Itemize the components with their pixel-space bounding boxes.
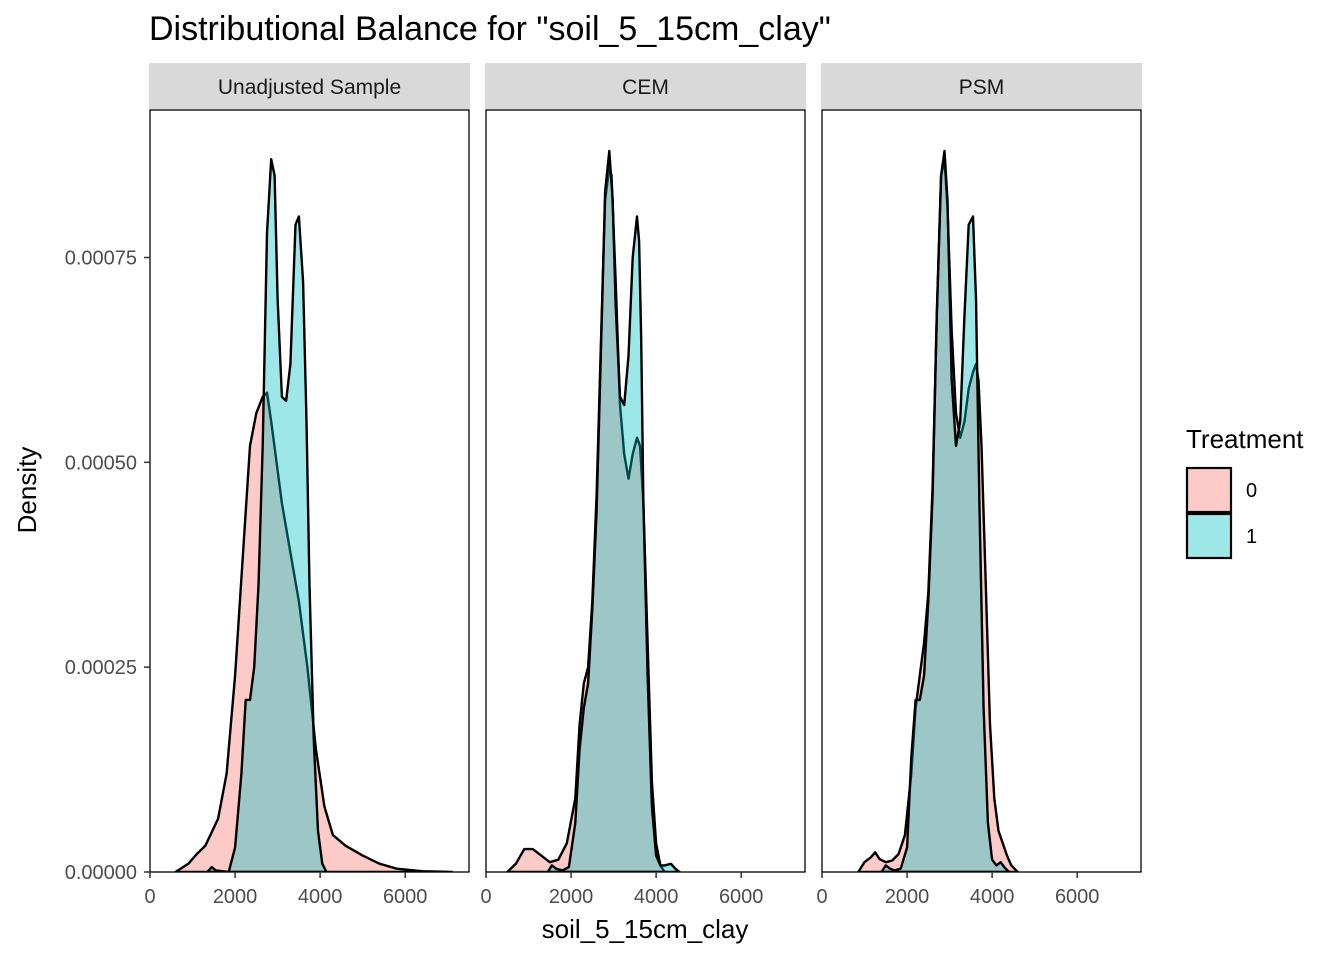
strip-background — [149, 63, 470, 109]
panel-border — [485, 109, 806, 873]
strip-background — [821, 63, 1142, 109]
x-tick-label: 6000 — [383, 886, 428, 908]
strip-label: PSM — [959, 76, 1005, 99]
panel-border — [149, 109, 470, 873]
x-tick-label: 2000 — [549, 886, 594, 908]
x-tick-label: 6000 — [719, 886, 764, 908]
legend-label-0: 0 — [1246, 480, 1257, 502]
y-axis-title: Density — [12, 447, 42, 534]
legend-title: Treatment — [1186, 424, 1304, 454]
x-tick-label: 6000 — [1055, 886, 1100, 908]
x-axis-title: soil_5_15cm_clay — [542, 914, 749, 944]
legend-key-1 — [1185, 512, 1233, 560]
x-tick-label: 4000 — [634, 886, 679, 908]
density-area-treatment-1 — [206, 158, 328, 872]
density-areas — [857, 149, 1019, 872]
y-tick-label: 0.00050 — [65, 452, 137, 474]
x-tick-label: 2000 — [885, 886, 930, 908]
density-areas — [506, 149, 681, 872]
x-tick-label: 4000 — [970, 886, 1015, 908]
x-tick-label: 0 — [144, 886, 155, 908]
density-area-treatment-0 — [174, 391, 454, 872]
density-areas — [174, 158, 454, 872]
y-tick-label: 0.00075 — [65, 247, 137, 269]
x-tick-label: 0 — [480, 886, 491, 908]
strip-label: CEM — [622, 76, 669, 99]
panel-border — [821, 109, 1142, 873]
density-area-treatment-1 — [546, 149, 681, 872]
panels: Unadjusted Sample 0 2000 4000 6000 0.00000 0.0… — [65, 63, 1142, 908]
density-area-treatment-1 — [880, 149, 1011, 872]
x-tick-label: 2000 — [213, 886, 258, 908]
strip-label: Unadjusted Sample — [218, 76, 401, 99]
x-tick-label: 4000 — [298, 886, 343, 908]
panel-psm: PSM 0 2000 4000 6000 — [816, 63, 1142, 908]
panel-unadjusted-sample: Unadjusted Sample 0 2000 4000 6000 0.00000 0.0… — [65, 63, 470, 908]
y-tick-label: 0.00000 — [65, 862, 137, 884]
legend-key-0 — [1185, 466, 1233, 514]
chart-title: Distributional Balance for "soil_5_15cm_… — [149, 10, 831, 48]
legend-label-1: 1 — [1246, 526, 1257, 548]
y-tick-label: 0.00025 — [65, 657, 137, 679]
legend: Treatment 0 1 — [1185, 424, 1304, 560]
panel-cem: CEM 0 2000 4000 6000 — [480, 63, 806, 908]
strip-background — [485, 63, 806, 109]
x-tick-label: 0 — [816, 886, 827, 908]
